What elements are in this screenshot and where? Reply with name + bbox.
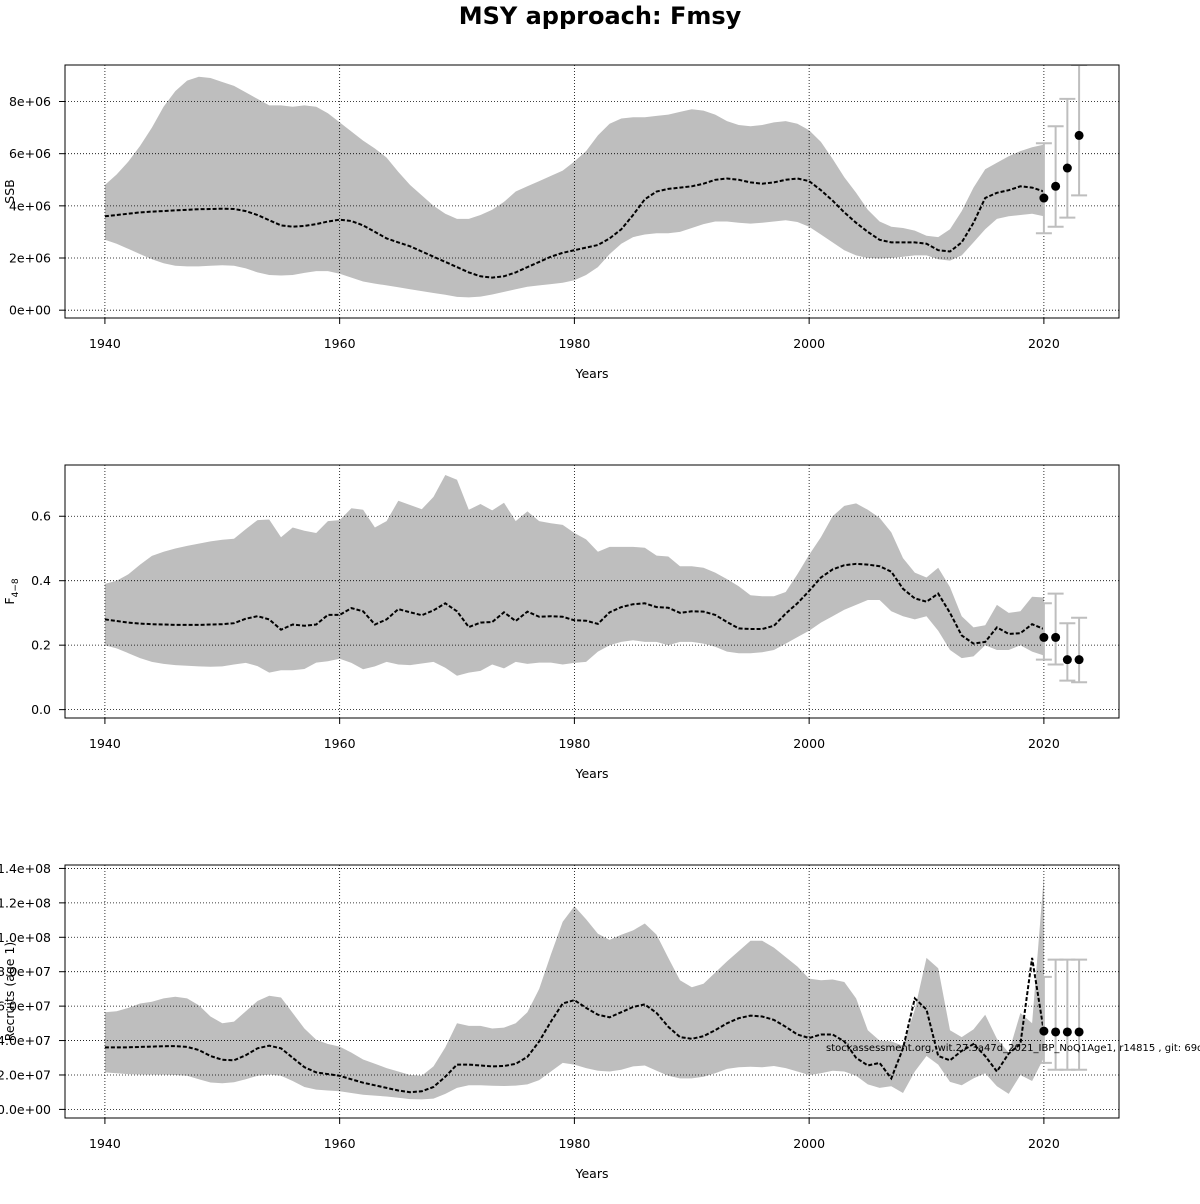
- fbar-y-axis-label: F4−8: [2, 578, 21, 604]
- fbar-x-tick-label-1940: 1940: [89, 736, 121, 751]
- fbar-forecast-errorbar-2021: [1047, 592, 1064, 666]
- recruits-forecast-point-2023: [1074, 1027, 1084, 1037]
- fbar-forecast-errorbar-2022: [1059, 622, 1076, 682]
- recruits-x-tick-label-1960: 1960: [324, 1136, 356, 1151]
- panel-fbar: 1940 1960 1980 2000 2020 Years 0.0 0.2 0.4 0.6 F4−…: [2, 464, 1120, 781]
- fbar-forecast-point-2020: [1039, 632, 1049, 642]
- panel-ssb: 1940 1960 1980 2000 2020 Years 0e+00 2e+06 4e+06…: [2, 64, 1120, 381]
- fbar-y-axis-label-subscript: 4−8: [11, 578, 21, 597]
- ssb-x-tick-label-2020: 2020: [1028, 336, 1060, 351]
- recruits-y-axis-label: Recruits (age 1): [2, 942, 17, 1042]
- ssb-plot-frame: [64, 64, 1120, 319]
- recruits-plot-frame: [64, 864, 1120, 1119]
- recruits-y-tick-label-0: 0.0e+00: [0, 1102, 51, 1117]
- fbar-y-tick-label-2: 0.4: [31, 573, 51, 588]
- recruits-estimate-line: [104, 957, 1045, 1094]
- ssb-y-tick-label-0: 0e+00: [9, 303, 51, 318]
- recruits-x-tick-label-2020: 2020: [1028, 1136, 1060, 1151]
- fbar-plot-frame: [64, 464, 1120, 719]
- ssb-forecast-point-2021: [1051, 181, 1061, 191]
- ssb-y-axis-label: SSB: [2, 179, 17, 203]
- ssb-x-tick-label-1940: 1940: [89, 336, 121, 351]
- recruits-confidence-band: [104, 875, 1044, 1100]
- ssb-plot-area: [65, 65, 1119, 318]
- recruits-y-tick-label-2: 4.0e+07: [0, 1033, 51, 1048]
- chart-title: MSY approach: Fmsy: [459, 2, 742, 30]
- footer-text: stockassessment.org, wit.27.3a47d_2021_I…: [826, 1043, 1200, 1054]
- fbar-forecast-point-2022: [1062, 655, 1072, 665]
- recruits-y-tick-label-3: 6.0e+07: [0, 999, 51, 1014]
- ssb-forecast-point-2023: [1074, 130, 1084, 140]
- fbar-y-tick-label-1: 0.2: [31, 638, 51, 653]
- ssb-y-axis: 0e+00 2e+06 4e+06 6e+06 8e+06: [9, 94, 65, 318]
- recruits-y-tick-label-4: 8.0e+07: [0, 964, 51, 979]
- fbar-forecast-errorbar-2020: [1035, 602, 1052, 661]
- fbar-y-axis: 0.0 0.2 0.4 0.6: [31, 509, 65, 717]
- ssb-x-tick-label-2000: 2000: [793, 336, 825, 351]
- ssb-y-tick-label-4: 8e+06: [9, 94, 51, 109]
- recruits-forecast-point-2022: [1062, 1027, 1072, 1037]
- recruits-x-tick-label-2000: 2000: [793, 1136, 825, 1151]
- fbar-estimate-line: [104, 562, 1045, 645]
- fbar-forecast-point-2021: [1051, 632, 1061, 642]
- ssb-forecast-errorbar-2022: [1059, 97, 1076, 219]
- fbar-forecast-errorbar-2023: [1071, 616, 1088, 684]
- ssb-y-tick-label-3: 6e+06: [9, 146, 51, 161]
- ssb-confidence-band: [104, 76, 1044, 298]
- recruits-y-tick-label-5: 1.0e+08: [0, 930, 51, 945]
- recruits-y-tick-label-6: 1.2e+08: [0, 895, 51, 910]
- ssb-x-axis: 1940 1960 1980 2000 2020: [89, 318, 1060, 351]
- recruits-x-axis-label: Years: [575, 1166, 609, 1181]
- ssb-y-tick-label-2: 4e+06: [9, 198, 51, 213]
- panel-recruits: 1940 1960 1980 2000 2020 Years 0.0e+00 2.0e+07 4…: [0, 861, 1120, 1181]
- fbar-x-axis-label: Years: [575, 766, 609, 781]
- ssb-x-tick-label-1980: 1980: [558, 336, 590, 351]
- fbar-x-tick-label-2020: 2020: [1028, 736, 1060, 751]
- ssb-estimate-line: [104, 177, 1045, 279]
- recruits-y-tick-label-1: 2.0e+07: [0, 1067, 51, 1082]
- recruits-x-tick-label-1980: 1980: [558, 1136, 590, 1151]
- ssb-forecast-errorbar-2021: [1047, 125, 1064, 228]
- ssb-y-tick-label-1: 2e+06: [9, 251, 51, 266]
- fbar-y-tick-label-0: 0.0: [31, 702, 51, 717]
- recruits-forecast-point-2021: [1051, 1027, 1061, 1037]
- recruits-forecast-errorbar-2020: [1035, 975, 1052, 1064]
- ssb-x-tick-label-1960: 1960: [324, 336, 356, 351]
- ssb-forecast-point-2022: [1062, 163, 1072, 173]
- fbar-x-tick-label-1960: 1960: [324, 736, 356, 751]
- fbar-y-tick-label-3: 0.6: [31, 509, 51, 524]
- ssb-x-axis-label: Years: [575, 366, 609, 381]
- fbar-x-tick-label-2000: 2000: [793, 736, 825, 751]
- recruits-forecast-errorbar-2023: [1071, 958, 1088, 1071]
- fbar-plot-area: [65, 465, 1119, 718]
- recruits-plot-area: [65, 865, 1119, 1118]
- ssb-forecast-errorbar-2020: [1035, 142, 1052, 235]
- fbar-forecast-point-2023: [1074, 655, 1084, 665]
- recruits-y-tick-label-7: 1.4e+08: [0, 861, 51, 876]
- fbar-x-tick-label-1980: 1980: [558, 736, 590, 751]
- ssb-forecast-errorbar-2023: [1071, 65, 1088, 197]
- recruits-x-tick-label-1940: 1940: [89, 1136, 121, 1151]
- ssb-forecast-point-2020: [1039, 193, 1049, 203]
- fbar-x-axis: 1940 1960 1980 2000 2020: [89, 718, 1060, 751]
- recruits-x-axis: 1940 1960 1980 2000 2020: [89, 1118, 1060, 1151]
- recruits-y-axis: 0.0e+00 2.0e+07 4.0e+07 6.0e+07 8.0e+07 1.0e+…: [0, 861, 65, 1117]
- recruits-forecast-point-2020: [1039, 1026, 1049, 1036]
